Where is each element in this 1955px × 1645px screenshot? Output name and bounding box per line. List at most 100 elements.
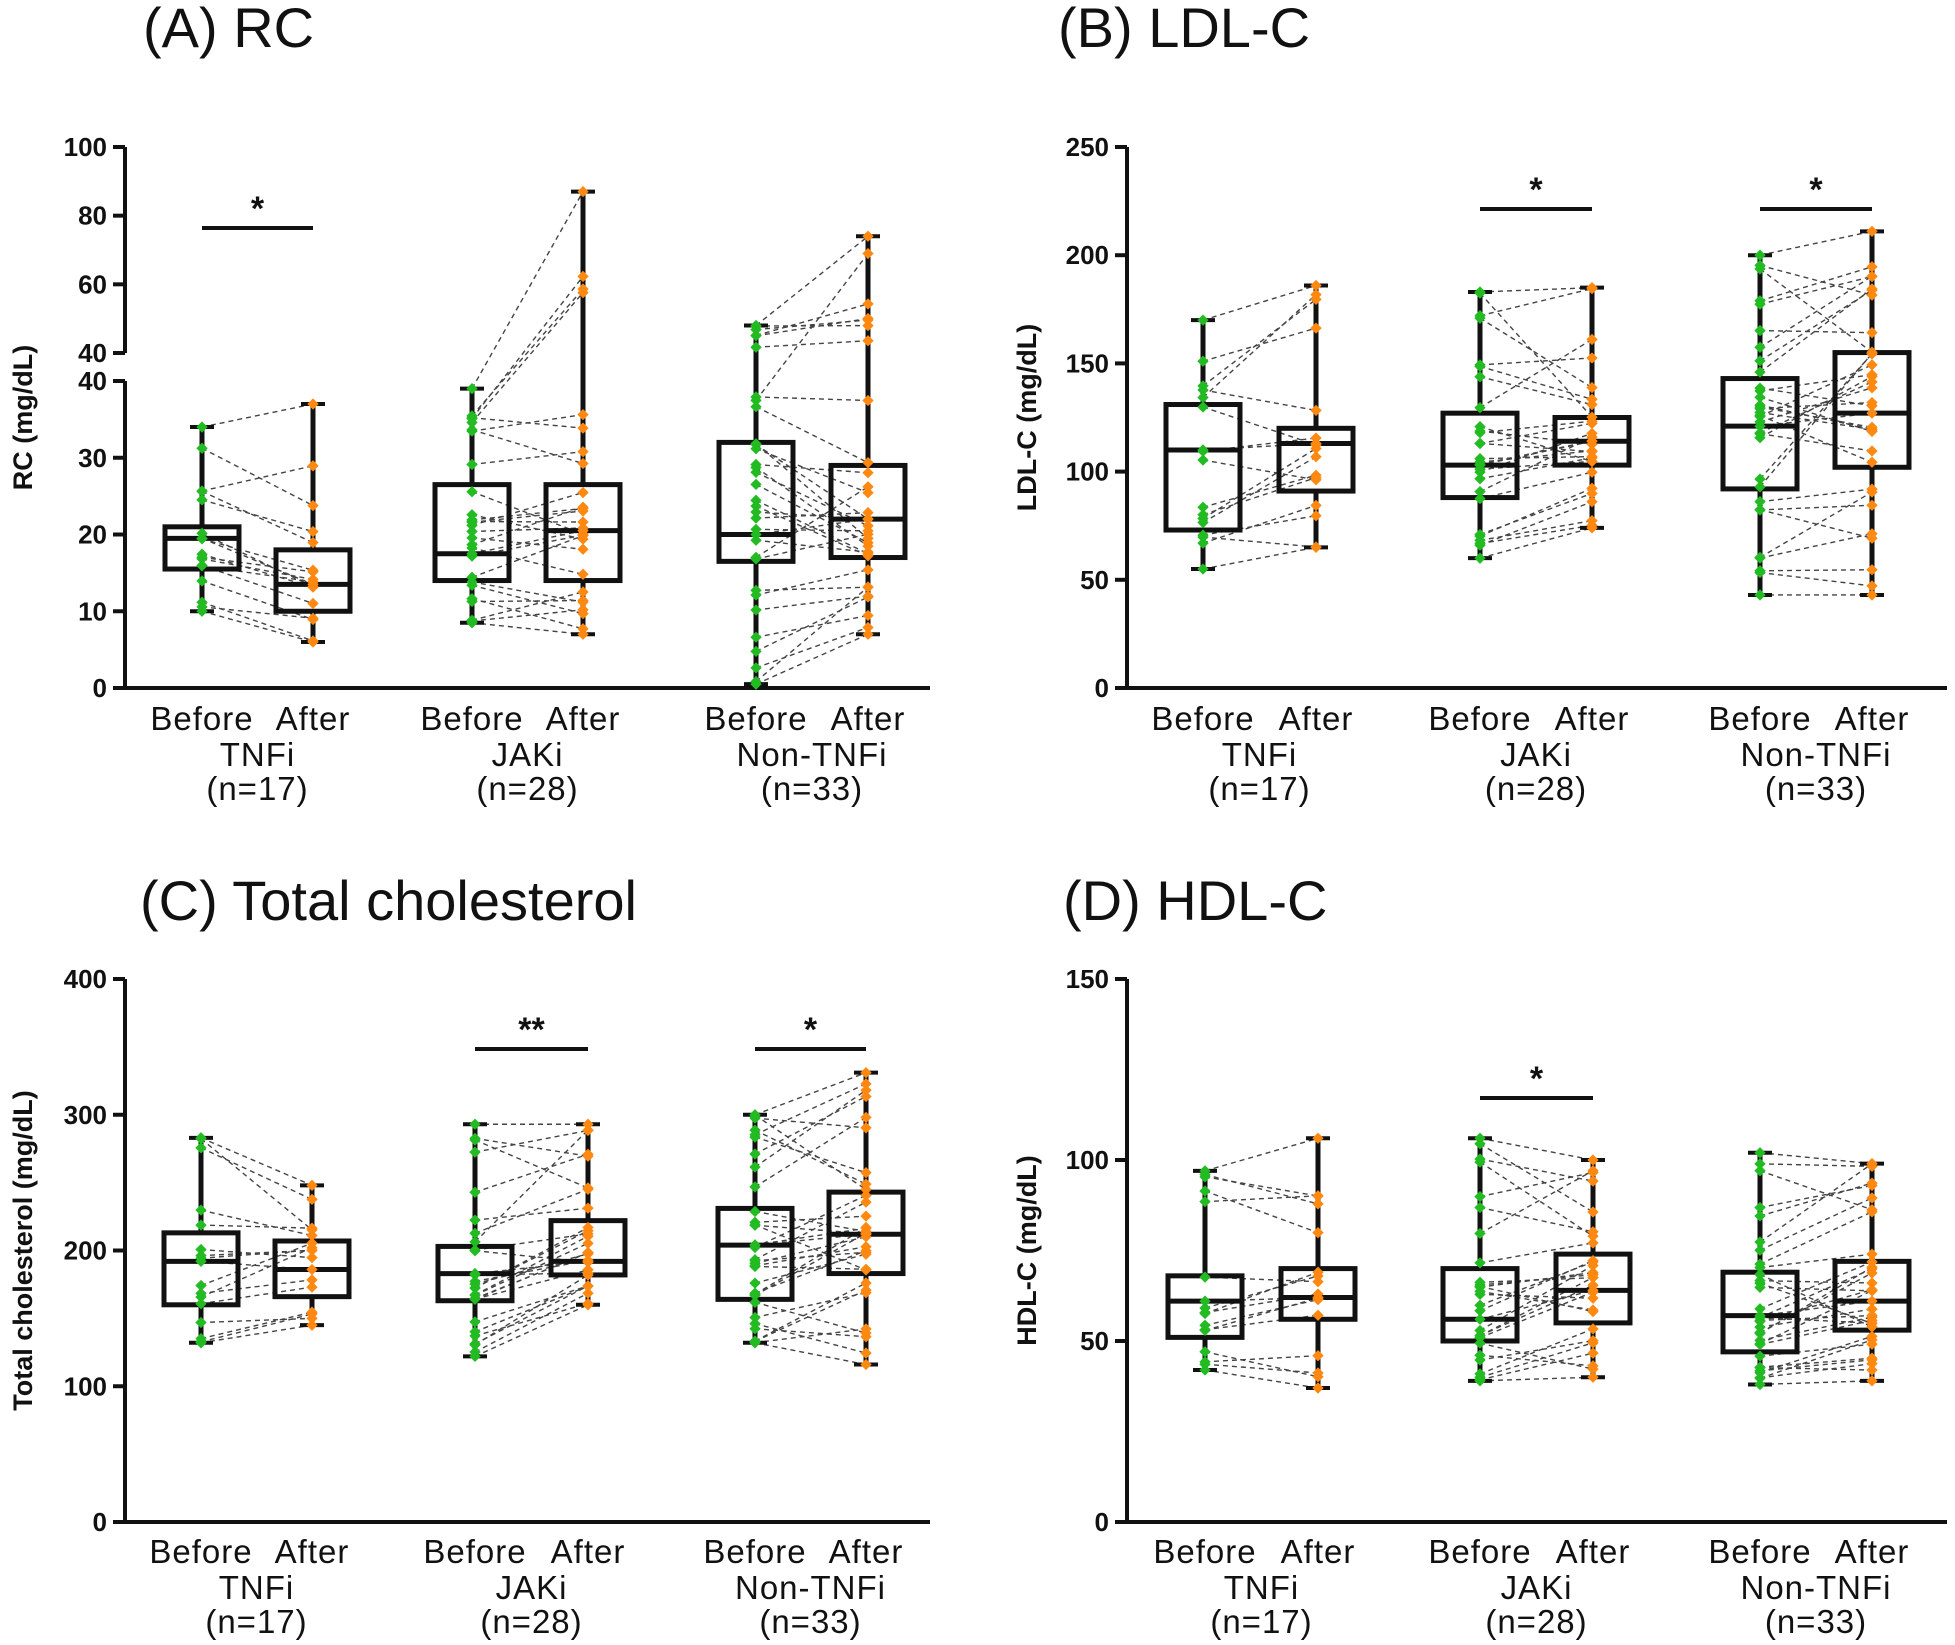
pair-line bbox=[1759, 1366, 1873, 1371]
after-point bbox=[1587, 1230, 1599, 1242]
before-point bbox=[1199, 1195, 1211, 1208]
x-label-n: (n=28) bbox=[1485, 770, 1587, 807]
pair-line bbox=[1202, 546, 1317, 570]
after-point bbox=[862, 312, 874, 325]
pair-line bbox=[1479, 317, 1593, 389]
pair-line bbox=[754, 1226, 867, 1295]
y-tick-label: 80 bbox=[78, 201, 107, 231]
before-point bbox=[750, 494, 762, 506]
after-point bbox=[1866, 580, 1878, 592]
pair-line bbox=[754, 1322, 867, 1354]
after-point bbox=[862, 487, 874, 499]
before-point bbox=[1754, 1338, 1766, 1351]
before-point bbox=[1474, 1201, 1486, 1214]
significance-marker: * bbox=[251, 190, 265, 228]
pair-line bbox=[1479, 527, 1593, 559]
pair-line bbox=[1759, 387, 1873, 423]
x-label-before: Before bbox=[703, 1533, 806, 1570]
pair-line bbox=[201, 403, 314, 428]
after-point bbox=[1312, 1276, 1324, 1288]
pair-line bbox=[471, 537, 584, 550]
pair-line bbox=[1759, 329, 1873, 334]
pair-line bbox=[471, 597, 584, 630]
before-point bbox=[1754, 473, 1766, 485]
after-point bbox=[307, 597, 319, 610]
pair-line bbox=[754, 1089, 867, 1168]
y-tick-label: 40 bbox=[78, 366, 107, 396]
after-point bbox=[1866, 1338, 1878, 1350]
pair-line bbox=[474, 1153, 589, 1193]
pair-line bbox=[1759, 1359, 1873, 1372]
after-point bbox=[577, 568, 589, 580]
before-point bbox=[196, 442, 208, 454]
pair-line bbox=[1479, 376, 1593, 406]
pair-line bbox=[1479, 455, 1593, 460]
pair-line bbox=[754, 1292, 867, 1319]
before-point bbox=[750, 330, 762, 342]
pair-line bbox=[471, 584, 584, 615]
after-point bbox=[1587, 1323, 1599, 1335]
after-point bbox=[1587, 1360, 1599, 1372]
before-point bbox=[469, 1339, 481, 1351]
x-label-n: (n=28) bbox=[476, 770, 578, 807]
after-point bbox=[582, 1280, 594, 1292]
after-point bbox=[860, 1189, 872, 1202]
pair-line bbox=[1479, 1290, 1594, 1311]
pair-line bbox=[754, 1289, 867, 1342]
before-point bbox=[466, 579, 478, 591]
y-tick-label: 300 bbox=[64, 1100, 107, 1130]
after-point bbox=[306, 1237, 318, 1249]
x-label-drug: JAKi bbox=[1500, 736, 1572, 773]
after-point bbox=[862, 550, 874, 562]
before-point bbox=[750, 551, 762, 564]
after-point bbox=[577, 604, 589, 616]
after-point bbox=[1587, 1237, 1599, 1249]
after-point bbox=[577, 623, 589, 635]
after-point bbox=[1310, 541, 1322, 553]
before-point bbox=[195, 1332, 207, 1345]
after-point bbox=[1866, 1277, 1878, 1289]
before-point bbox=[1199, 1346, 1211, 1358]
before-point bbox=[469, 1346, 481, 1358]
pair-line bbox=[201, 580, 314, 621]
panel-title: (A) RC bbox=[143, 0, 314, 59]
after-point bbox=[1586, 445, 1598, 457]
after-point bbox=[860, 1196, 872, 1208]
after-point bbox=[1866, 456, 1878, 468]
after-point bbox=[1586, 381, 1598, 394]
before-point bbox=[750, 500, 762, 512]
y-tick-label: 200 bbox=[64, 1236, 107, 1266]
after-point bbox=[1866, 1352, 1878, 1364]
pair-line bbox=[754, 1072, 867, 1116]
after-point bbox=[862, 528, 874, 540]
panel-a: (A) RC RC (mg/dL) 40 60 80 100 0 10 20 30 40 * Befor… bbox=[8, 0, 930, 807]
after-point bbox=[307, 564, 319, 576]
after-point bbox=[577, 408, 589, 421]
pair-line bbox=[1479, 357, 1593, 366]
after-point bbox=[577, 586, 589, 598]
after-point bbox=[862, 467, 874, 479]
before-point bbox=[750, 478, 762, 491]
after-point bbox=[1866, 400, 1878, 412]
y-tick-label: 100 bbox=[64, 1371, 107, 1401]
after-point bbox=[1587, 1259, 1599, 1272]
before-point bbox=[1754, 1275, 1766, 1287]
pair-line bbox=[474, 1269, 589, 1300]
after-point bbox=[860, 1084, 872, 1096]
before-point bbox=[1474, 1368, 1486, 1380]
pair-line bbox=[1479, 1161, 1594, 1237]
after-point bbox=[1866, 407, 1878, 419]
after-point bbox=[1866, 421, 1878, 433]
after-point bbox=[862, 621, 874, 634]
pair-line bbox=[1202, 406, 1317, 446]
pair-line bbox=[471, 275, 584, 419]
before-point bbox=[469, 1245, 481, 1257]
after-point bbox=[862, 564, 874, 576]
pair-line bbox=[1202, 284, 1317, 321]
pair-line bbox=[1204, 1297, 1319, 1332]
pair-line bbox=[1759, 1197, 1873, 1251]
before-point bbox=[1474, 552, 1486, 564]
x-label-drug: Non-TNFi bbox=[1740, 1569, 1891, 1606]
before-point bbox=[466, 458, 478, 471]
before-point bbox=[1474, 1299, 1486, 1311]
